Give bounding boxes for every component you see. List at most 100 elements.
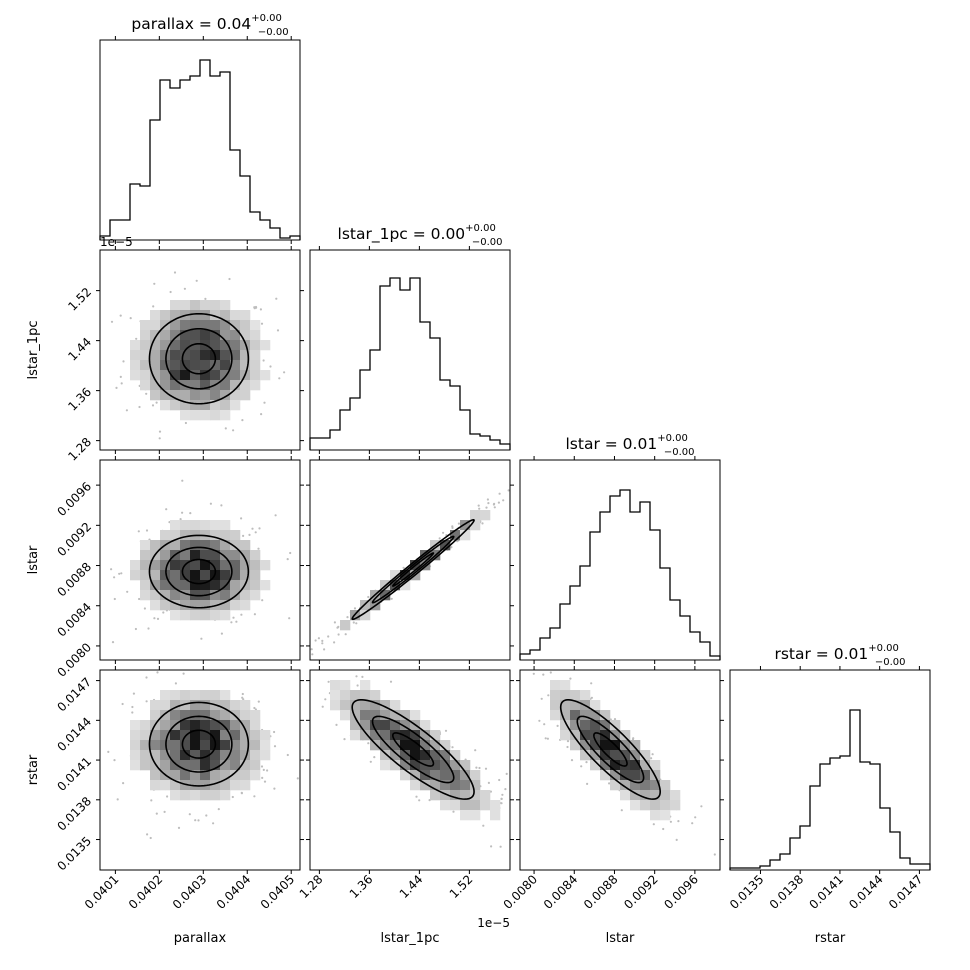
x-tick-label: 0.0135	[727, 872, 767, 912]
sample-point	[321, 705, 324, 708]
sample-point	[477, 504, 480, 507]
density-cell	[360, 600, 371, 611]
density-cell	[200, 580, 211, 591]
sample-point	[569, 677, 572, 680]
density-cell	[210, 590, 221, 601]
density-cell	[210, 320, 221, 331]
sample-point	[444, 729, 448, 732]
density-cell	[170, 770, 181, 781]
sample-point	[177, 826, 181, 829]
sample-point	[504, 788, 507, 791]
density-cell	[170, 370, 181, 381]
density-cell	[460, 530, 471, 541]
density-cell	[210, 530, 221, 541]
density-cell	[450, 780, 461, 791]
density-cell	[430, 780, 441, 791]
density-cell	[150, 380, 161, 391]
sample-point	[135, 337, 138, 340]
density-cell	[440, 740, 451, 751]
sample-point	[556, 724, 559, 727]
density-cell	[450, 750, 461, 761]
density-cell	[130, 740, 141, 751]
density-cell	[460, 770, 471, 781]
density-cell	[150, 560, 161, 571]
density-cell	[600, 740, 611, 751]
density-cell	[370, 690, 381, 701]
density-cell	[220, 710, 231, 721]
density-cell	[240, 320, 251, 331]
density-cell	[220, 410, 231, 421]
density-cell	[220, 780, 231, 791]
density-cell	[630, 760, 641, 771]
density-cell	[410, 780, 421, 791]
density-cell	[570, 740, 581, 751]
sample-point	[152, 305, 155, 308]
density-cell	[480, 510, 491, 521]
density-cell	[560, 680, 571, 691]
density-cell	[200, 730, 211, 741]
density-cell	[470, 800, 481, 811]
sample-point	[195, 279, 198, 282]
x-tick-label: 0.0096	[661, 872, 701, 912]
contour-level-3	[559, 699, 662, 800]
density-cell	[460, 520, 471, 531]
density-cell	[160, 380, 171, 391]
sample-point	[153, 617, 156, 620]
density-cell	[230, 600, 241, 611]
y-tick-label: 0.0084	[55, 600, 95, 640]
sample-point	[356, 684, 359, 687]
density-cell	[430, 740, 441, 751]
sample-point	[158, 437, 161, 440]
density-cell	[170, 730, 181, 741]
sample-point	[490, 845, 493, 848]
sample-point	[570, 759, 574, 762]
density-cell	[150, 570, 161, 581]
sample-point	[162, 611, 165, 614]
contour-level-3	[148, 312, 250, 405]
x-axis-label-parallax: parallax	[174, 931, 227, 946]
density-cell	[170, 380, 181, 391]
y-tick-label: 0.0096	[55, 479, 95, 519]
sample-point	[590, 696, 593, 699]
density-cell	[160, 590, 171, 601]
x-tick-label: 0.0403	[170, 872, 210, 912]
sample-point	[126, 590, 129, 593]
sample-point	[150, 799, 153, 802]
x-tick-label: 0.0402	[126, 872, 166, 912]
density-cell	[600, 720, 611, 731]
density-cell	[470, 510, 481, 521]
density-cell	[430, 760, 441, 771]
x-tick-label: 0.0092	[621, 872, 661, 912]
y-tick-label: 0.0088	[55, 560, 95, 600]
density-cell	[550, 680, 561, 691]
density-cell	[610, 720, 621, 731]
sample-point	[110, 320, 114, 323]
sample-point	[145, 676, 148, 679]
x-tick-label: 0.0405	[258, 872, 298, 912]
sample-point	[487, 502, 490, 505]
panel-frame	[309, 249, 511, 451]
density-cell	[160, 760, 171, 771]
density-cell	[410, 760, 421, 771]
sample-point	[155, 401, 158, 404]
density-cell	[250, 760, 261, 771]
density-cell	[140, 380, 151, 391]
density-cell	[660, 790, 671, 801]
density-cell	[220, 770, 231, 781]
sample-point	[452, 810, 455, 813]
sample-point	[120, 382, 123, 385]
sample-point	[146, 833, 149, 836]
density-cell	[200, 560, 211, 571]
density-cell	[420, 720, 431, 731]
density-cell	[660, 780, 671, 791]
contour-level-1	[181, 558, 217, 585]
density-cell	[640, 760, 651, 771]
density-cell	[180, 370, 191, 381]
density-cell	[550, 690, 561, 701]
density-cell	[400, 740, 411, 751]
sample-point	[151, 404, 155, 407]
density-cell	[220, 600, 231, 611]
sample-point	[224, 427, 227, 430]
density-cell	[170, 300, 181, 311]
density-cell	[170, 600, 181, 611]
